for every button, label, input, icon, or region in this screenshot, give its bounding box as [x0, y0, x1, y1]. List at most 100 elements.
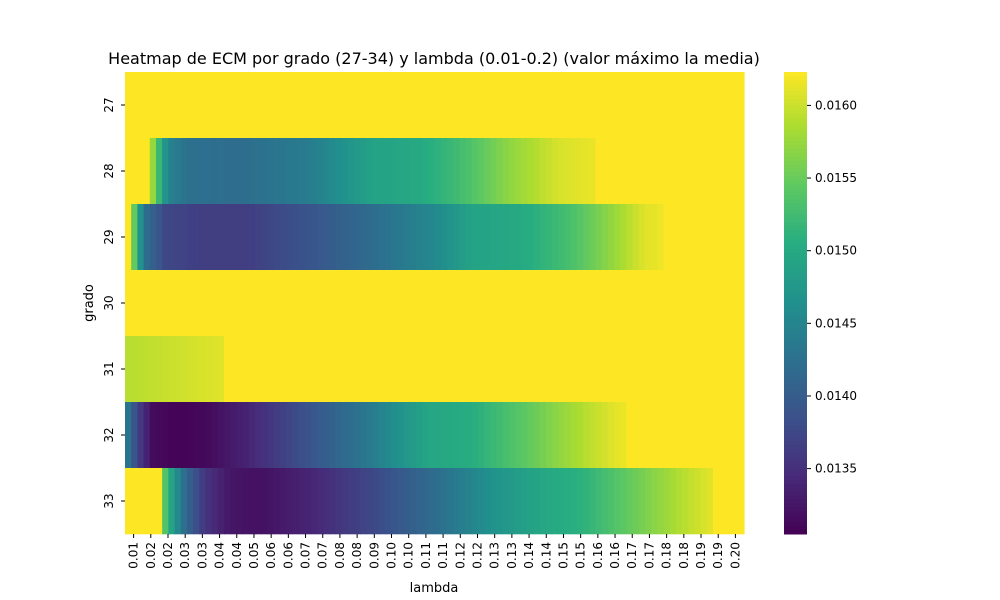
heatmap-cell	[360, 336, 368, 403]
heatmap-cell	[570, 72, 578, 139]
heatmap-cell	[682, 204, 689, 271]
colorbar-segment	[784, 453, 807, 458]
heatmap-cell	[583, 468, 590, 535]
heatmap-cell	[459, 72, 467, 139]
heatmap-cell	[137, 336, 145, 403]
heatmap-cell	[422, 72, 429, 139]
heatmap-cell	[700, 138, 708, 205]
heatmap-cell	[230, 72, 238, 139]
x-tick-label: 0.06	[264, 542, 278, 569]
x-tick-label: 0.06	[281, 542, 295, 569]
colorbar-segment	[784, 187, 807, 192]
heatmap-cell	[434, 468, 442, 535]
heatmap-cell	[242, 468, 250, 535]
heatmap-cell	[539, 270, 547, 337]
heatmap-cell	[595, 468, 603, 535]
heatmap-cell	[434, 72, 442, 139]
heatmap-cell	[131, 72, 138, 139]
heatmap-cell	[471, 270, 479, 337]
heatmap-cell	[657, 402, 665, 469]
heatmap-cell	[347, 72, 355, 139]
heatmap-cell	[663, 138, 671, 205]
heatmap-cell	[180, 270, 188, 337]
heatmap-cell	[706, 204, 714, 271]
heatmap-cell	[261, 468, 268, 535]
heatmap-cell	[589, 468, 597, 535]
heatmap-cell	[644, 402, 652, 469]
heatmap-cell	[682, 138, 689, 205]
heatmap-cell	[576, 204, 584, 271]
heatmap-cell	[626, 336, 634, 403]
heatmap-cell	[434, 336, 442, 403]
colorbar-segment	[784, 156, 807, 162]
heatmap-cell	[143, 138, 151, 205]
heatmap-cell	[644, 468, 652, 535]
heatmap-cell	[193, 138, 200, 205]
heatmap-cell	[644, 270, 652, 337]
heatmap-cell	[236, 336, 244, 403]
colorbar-segment	[784, 345, 807, 350]
colorbar-segment	[784, 376, 807, 381]
heatmap-cell	[731, 336, 739, 403]
heatmap-cell	[341, 402, 349, 469]
x-tick-label: 0.17	[642, 542, 656, 569]
heatmap-cell	[143, 270, 151, 337]
heatmap-cell	[589, 402, 597, 469]
heatmap-cell	[675, 270, 683, 337]
colorbar-segment	[784, 125, 807, 131]
heatmap-cell	[719, 468, 727, 535]
colorbar-segment	[784, 368, 807, 373]
heatmap-cell	[391, 402, 398, 469]
heatmap-cell	[137, 468, 145, 535]
heatmap-cell	[316, 138, 324, 205]
heatmap-cell	[230, 402, 238, 469]
heatmap-cell	[663, 204, 671, 271]
heatmap-cell	[731, 204, 739, 271]
heatmap-cell	[248, 402, 256, 469]
heatmap-cell	[310, 468, 318, 535]
heatmap-cell	[316, 468, 324, 535]
heatmap-cell	[669, 138, 677, 205]
heatmap-cell	[168, 138, 176, 205]
heatmap-cell	[193, 402, 200, 469]
colorbar-segment	[784, 360, 807, 366]
heatmap-cell	[310, 336, 318, 403]
heatmap-cell	[125, 72, 132, 139]
heatmap-cell	[162, 402, 169, 469]
heatmap-cell	[403, 270, 411, 337]
heatmap-cell	[354, 72, 361, 139]
colorbar-segment	[784, 430, 807, 435]
heatmap-cell	[552, 138, 559, 205]
heatmap-cell	[490, 468, 497, 535]
heatmap-cell	[651, 336, 658, 403]
colorbar-segment	[784, 256, 807, 262]
heatmap-cell	[217, 72, 225, 139]
heatmap-cell	[533, 336, 541, 403]
heatmap-cell	[217, 336, 225, 403]
colorbar-segment	[784, 129, 807, 135]
heatmap-cell	[434, 402, 442, 469]
heatmap-cell	[552, 204, 559, 271]
heatmap-cell	[682, 336, 689, 403]
heatmap-cell	[713, 138, 720, 205]
heatmap-cell	[465, 468, 473, 535]
heatmap-cell	[428, 72, 436, 139]
heatmap-cell	[477, 270, 485, 337]
heatmap-cell	[279, 336, 287, 403]
colorbar-segment	[784, 410, 807, 416]
heatmap-cell	[248, 138, 256, 205]
heatmap-cell	[292, 402, 299, 469]
heatmap-cell	[589, 204, 597, 271]
colorbar-segment	[784, 314, 807, 319]
heatmap-cell	[409, 336, 417, 403]
heatmap-cell	[168, 270, 176, 337]
heatmap-cell	[174, 138, 182, 205]
heatmap-cell	[372, 204, 380, 271]
colorbar-segment	[784, 202, 807, 208]
heatmap-cell	[403, 468, 411, 535]
heatmap-cell	[149, 336, 157, 403]
heatmap-cell	[508, 336, 516, 403]
heatmap-cell	[285, 204, 293, 271]
heatmap-cell	[651, 72, 658, 139]
heatmap-cell	[174, 336, 182, 403]
